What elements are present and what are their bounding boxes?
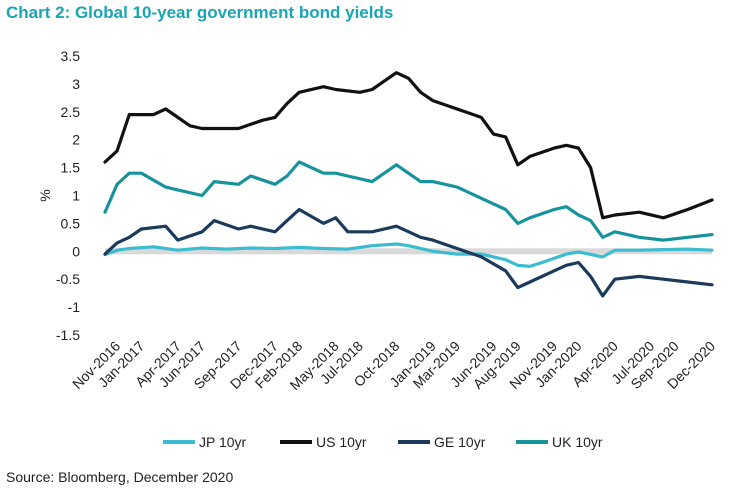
x-axis: Nov-2016Jan-2017Apr-2017Jun-2017Sep-2017… <box>69 338 718 393</box>
y-tick-label: 0 <box>72 243 80 259</box>
chart-title: Chart 2: Global 10-year government bond … <box>6 3 394 22</box>
legend-label-uk-10yr: UK 10yr <box>552 434 603 450</box>
y-tick-label: 2 <box>72 132 80 148</box>
series-line-uk-10yr <box>103 160 714 242</box>
y-tick-label: 3 <box>72 76 80 92</box>
legend-label-us-10yr: US 10yr <box>316 434 367 450</box>
zero-line <box>105 248 712 255</box>
y-tick-label: -1.5 <box>56 327 80 343</box>
legend-label-jp-10yr: JP 10yr <box>199 434 247 450</box>
legend: JP 10yr US 10yr GE 10yr UK 10yr <box>163 434 603 450</box>
series-line-ge-10yr <box>103 207 714 298</box>
zero-band <box>105 248 712 255</box>
y-axis: 3.5 3 2.5 2 1.5 1 0.5 0 -0.5 -1 -1.5 <box>56 48 80 343</box>
y-tick-label: 1 <box>72 188 80 204</box>
series-line-us-10yr <box>103 71 714 220</box>
source-note: Source: Bloomberg, December 2020 <box>6 469 234 485</box>
y-tick-label: 0.5 <box>61 215 81 231</box>
y-axis-label: % <box>37 189 53 201</box>
legend-label-ge-10yr: GE 10yr <box>434 434 486 450</box>
y-tick-label: -1 <box>68 299 81 315</box>
y-tick-label: -0.5 <box>56 271 80 287</box>
y-tick-label: 3.5 <box>61 48 81 64</box>
series-lines <box>103 71 714 298</box>
y-tick-label: 2.5 <box>61 104 81 120</box>
series-line-jp-10yr <box>103 242 714 268</box>
y-tick-label: 1.5 <box>61 160 81 176</box>
